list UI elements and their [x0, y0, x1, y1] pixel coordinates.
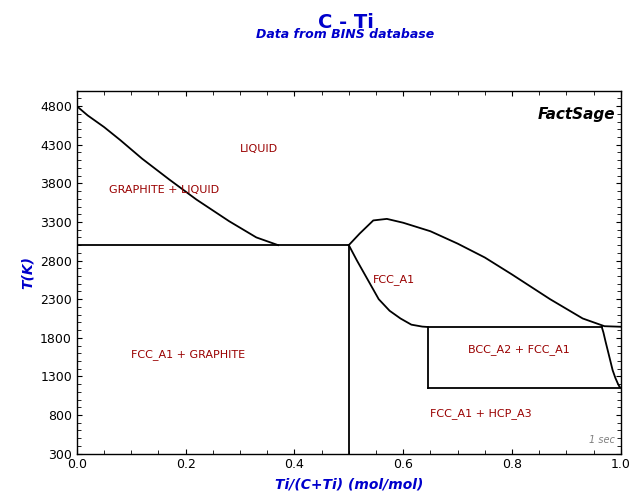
Text: FCC_A1 + HCP_A3: FCC_A1 + HCP_A3	[431, 408, 532, 419]
Text: C - Ti: C - Ti	[317, 13, 374, 32]
Text: FCC_A1: FCC_A1	[373, 274, 415, 285]
Y-axis label: T(K): T(K)	[20, 256, 35, 289]
X-axis label: Ti/(C+Ti) (mol/mol): Ti/(C+Ti) (mol/mol)	[275, 477, 423, 491]
Text: FactSage: FactSage	[538, 107, 615, 122]
Text: BCC_A2 + FCC_A1: BCC_A2 + FCC_A1	[468, 344, 570, 355]
Text: 1 sec: 1 sec	[589, 434, 615, 445]
Text: GRAPHITE + LIQUID: GRAPHITE + LIQUID	[109, 184, 220, 195]
Text: FCC_A1 + GRAPHITE: FCC_A1 + GRAPHITE	[131, 349, 245, 360]
Text: Data from BINS database: Data from BINS database	[257, 28, 435, 41]
Text: LIQUID: LIQUID	[240, 144, 278, 154]
